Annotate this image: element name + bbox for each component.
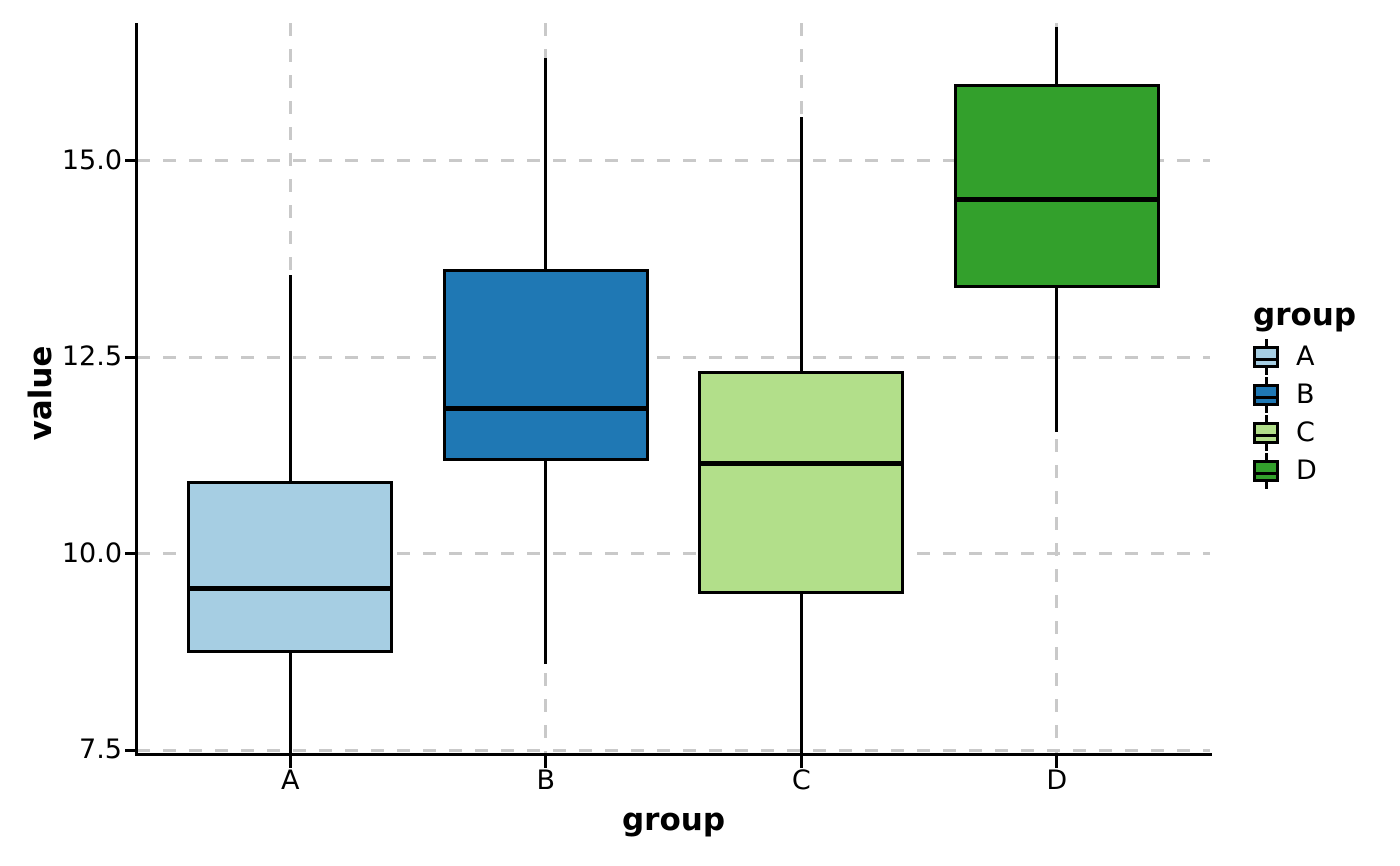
legend-key-boxplot-icon <box>1253 452 1279 490</box>
legend-key-median <box>1256 471 1276 475</box>
box-whisker-upper <box>799 117 803 373</box>
y-tick <box>125 748 137 752</box>
box-whisker-lower <box>544 459 548 664</box>
legend-title: group <box>1253 297 1357 333</box>
x-tick-label: B <box>536 765 556 796</box>
legend-item: D <box>1253 452 1356 490</box>
y-tick-label: 15.0 <box>61 144 122 176</box>
y-axis-title: value <box>23 345 59 441</box>
x-tick-label: A <box>281 765 300 796</box>
box-whisker-lower <box>1055 286 1059 432</box>
legend-key-box <box>1253 346 1279 368</box>
legend-key-box <box>1253 422 1279 444</box>
median-line <box>442 405 649 411</box>
box-whisker-upper <box>544 58 548 271</box>
x-tick-label: D <box>1046 765 1068 796</box>
legend-label: C <box>1296 417 1315 448</box>
legend-key-box <box>1253 384 1279 406</box>
legend-key-box <box>1253 460 1279 482</box>
x-tick <box>288 756 292 768</box>
median-line <box>698 460 905 466</box>
legend-key-median <box>1256 395 1276 399</box>
legend-key-median <box>1256 433 1276 437</box>
box <box>953 84 1160 288</box>
box-whisker-lower <box>799 592 803 754</box>
legend-item: A <box>1253 338 1356 376</box>
legend-key-boxplot-icon <box>1253 376 1279 414</box>
plot-panel <box>137 23 1210 754</box>
x-tick <box>799 756 803 768</box>
legend-label: A <box>1296 341 1315 372</box>
x-tick <box>1055 756 1059 768</box>
y-axis-line <box>135 23 138 756</box>
h-gridline <box>137 748 1210 752</box>
median-line <box>953 197 1160 203</box>
legend-label: B <box>1296 379 1315 410</box>
x-tick <box>544 756 548 768</box>
x-tick-label: C <box>791 765 811 796</box>
x-axis-title: group <box>621 802 726 838</box>
y-tick <box>125 159 137 163</box>
x-axis-line <box>135 753 1212 756</box>
legend-key-median <box>1256 357 1276 361</box>
box <box>187 481 394 654</box>
legend-label: D <box>1296 455 1317 486</box>
median-line <box>187 586 394 592</box>
y-tick <box>125 552 137 556</box>
box <box>442 269 649 461</box>
box <box>698 371 905 595</box>
legend-key-boxplot-icon <box>1253 338 1279 376</box>
h-gridline <box>137 355 1210 359</box>
y-tick-label: 10.0 <box>61 537 122 569</box>
h-gridline <box>137 552 1210 556</box>
h-gridline <box>137 159 1210 163</box>
box-whisker-upper <box>288 274 292 483</box>
y-tick <box>125 355 137 359</box>
box-whisker-lower <box>288 651 292 754</box>
y-tick-label: 12.5 <box>61 341 122 373</box>
box-whisker-upper <box>1055 26 1059 86</box>
y-tick-label: 7.5 <box>79 734 122 766</box>
legend-item: C <box>1253 414 1356 452</box>
legend-item: B <box>1253 376 1356 414</box>
legend-key-boxplot-icon <box>1253 414 1279 452</box>
